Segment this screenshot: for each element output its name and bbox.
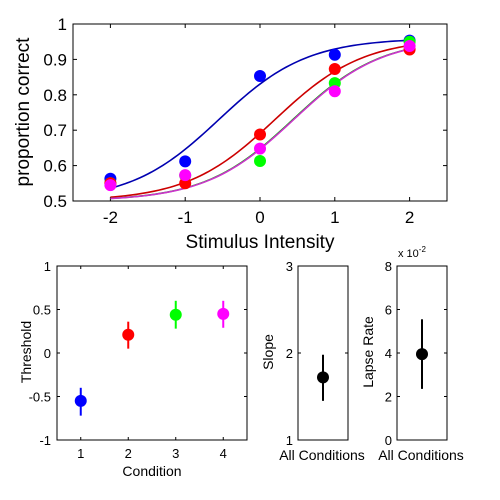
- slope-ticks: 1 2 3: [286, 259, 348, 448]
- psychometric-ytick-label: 0.5: [43, 192, 67, 211]
- threshold-ytick-label: 0: [44, 346, 51, 361]
- psychometric-points: [104, 34, 416, 192]
- psychometric-point-4: [328, 85, 341, 98]
- lapse-points: [416, 319, 428, 389]
- psychometric-xtick-label: 2: [405, 208, 414, 227]
- threshold-xtick-label: 2: [125, 446, 132, 461]
- slope-ytick-label: 2: [286, 346, 293, 361]
- threshold-points: [74, 300, 230, 416]
- psychometric-point-4: [179, 169, 192, 182]
- lapse-point: [416, 348, 428, 361]
- threshold-xtick-label: 4: [220, 446, 227, 461]
- threshold-axes-box: [56, 265, 248, 441]
- slope-points: [317, 354, 329, 401]
- slope-point: [317, 371, 329, 384]
- psychometric-ytick-label: 0.8: [43, 86, 67, 105]
- psychometric-panel: -2 -1 0 1 2 0.5 0.6 0.7 0.8 0.9 1 Stimulus Intensi…: [13, 15, 448, 253]
- threshold-ylabel: Threshold: [18, 321, 34, 383]
- threshold-xtick-label: 3: [172, 446, 179, 461]
- slope-panel: 1 2 3 All Conditions Slope: [260, 259, 365, 463]
- threshold-point-4: [217, 307, 230, 320]
- psychometric-point-1: [328, 48, 341, 61]
- psychometric-point-4: [104, 179, 117, 192]
- psychometric-point-1: [179, 155, 192, 168]
- threshold-xlabel: Condition: [122, 463, 181, 479]
- psychometric-xtick-label: -2: [103, 208, 118, 227]
- threshold-ticks: 1 2 3 4 -1 -0.5 0 0.5 1: [29, 259, 247, 461]
- psychometric-point-2: [328, 62, 341, 75]
- psychometric-axes-box: [72, 23, 448, 202]
- threshold-point-2: [122, 328, 135, 341]
- psychometric-ytick-label: 0.9: [43, 50, 67, 69]
- threshold-panel: 1 2 3 4 -1 -0.5 0 0.5 1 Condition Threshold: [18, 259, 248, 479]
- lapse-multiplier: x 10-2: [398, 245, 426, 260]
- psychometric-xtick-label: 1: [330, 208, 339, 227]
- psychometric-point-4: [403, 39, 416, 52]
- lapse-ylabel: Lapse Rate: [360, 316, 376, 388]
- psychometric-ytick-label: 0.7: [43, 121, 67, 140]
- psychometric-point-3: [254, 154, 266, 167]
- psychometric-ytick-label: 0.6: [43, 157, 67, 176]
- psychometric-point-2: [254, 128, 266, 141]
- lapse-ytick-label: 8: [385, 259, 392, 274]
- psychometric-ticks: -2 -1 0 1 2 0.5 0.6 0.7 0.8 0.9 1: [43, 15, 447, 227]
- lapse-multiplier-exp: -2: [419, 245, 427, 254]
- psychometric-curve-1: [110, 39, 410, 190]
- threshold-ytick-label: 1: [44, 259, 51, 274]
- psychometric-xtick-label: -1: [178, 208, 193, 227]
- psychometric-point-4: [254, 142, 266, 155]
- slope-xlabel: All Conditions: [279, 447, 365, 463]
- slope-ytick-label: 3: [286, 259, 293, 274]
- lapse-multiplier-base: x 10: [398, 248, 419, 260]
- lapse-ytick-label: 4: [385, 346, 392, 361]
- psychometric-ytick-label: 1: [58, 15, 67, 34]
- lapse-xlabel: All Conditions: [378, 447, 464, 463]
- psychometric-xtick-label: 0: [255, 208, 264, 227]
- slope-ylabel: Slope: [260, 334, 276, 370]
- lapse-ytick-label: 0: [385, 433, 392, 448]
- slope-ytick-label: 1: [286, 433, 293, 448]
- threshold-ytick-label: -0.5: [29, 390, 51, 405]
- slope-axes-box: [297, 265, 349, 441]
- threshold-xtick-label: 1: [77, 446, 84, 461]
- lapse-ticks: 0 2 4 6 8: [385, 259, 447, 448]
- threshold-point-1: [74, 394, 87, 407]
- psychometric-xlabel: Stimulus Intensity: [186, 232, 335, 253]
- threshold-point-3: [169, 308, 182, 321]
- lapse-panel: 0 2 4 6 8 All Conditions Lapse Rate x 10-2: [360, 245, 464, 463]
- threshold-ytick-label: 0.5: [33, 303, 51, 318]
- lapse-ytick-label: 6: [385, 303, 392, 318]
- psychometric-point-1: [254, 70, 266, 83]
- lapse-ytick-label: 2: [385, 390, 392, 405]
- psychometric-ylabel: proportion correct: [13, 37, 34, 187]
- threshold-ytick-label: -1: [39, 433, 51, 448]
